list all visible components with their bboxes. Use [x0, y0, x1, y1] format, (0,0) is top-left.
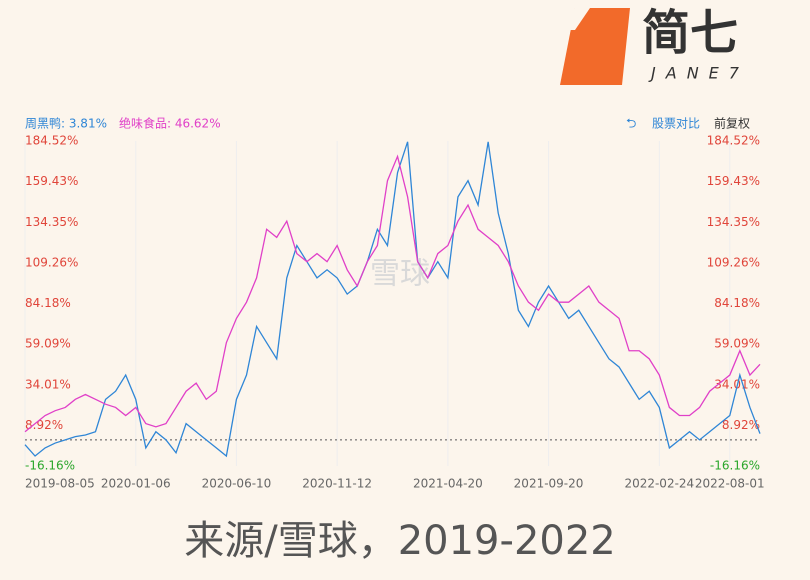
legend-entry: 周黑鸭: 3.81%	[25, 117, 107, 131]
x-tick-label: 2020-11-12	[302, 477, 372, 491]
y-tick-label: 134.35%	[25, 215, 78, 229]
y-tick-label: 184.52%	[25, 134, 78, 148]
caption: 来源/雪球，2019-2022	[184, 518, 616, 564]
y-tick-label: 34.01%	[25, 377, 71, 391]
x-tick-label: 2019-08-05	[25, 477, 95, 491]
watermark: 雪球	[370, 257, 430, 292]
x-tick-label: 2022-02-24	[624, 477, 694, 491]
series-line	[24, 154, 761, 433]
y2-tick-label: 8.92%	[722, 418, 760, 432]
x-tick-label: 2020-06-10	[202, 477, 272, 491]
y-tick-label: 8.92%	[25, 418, 63, 432]
y-tick-label: -16.16%	[25, 459, 75, 473]
logo-cut	[560, 8, 590, 30]
x-tick-label: 2021-04-20	[413, 477, 483, 491]
logo-mark	[560, 8, 630, 85]
y-tick-label: 84.18%	[25, 296, 71, 310]
x-tick-label: 2020-01-06	[101, 477, 171, 491]
y2-tick-label: 159.43%	[707, 174, 760, 188]
x-tick-label: 2021-09-20	[514, 477, 584, 491]
logo-sub: JANE7	[648, 64, 749, 83]
x-tick-label: 2022-08-01	[695, 477, 765, 491]
logo-text: 简七	[642, 5, 738, 61]
y2-tick-label: 184.52%	[707, 134, 760, 148]
legend-entry: 绝味食品: 46.62%	[119, 116, 221, 131]
y2-tick-label: 59.09%	[714, 337, 760, 351]
y2-tick-label: -16.16%	[710, 459, 760, 473]
compare-icon[interactable]: ⮌	[626, 117, 636, 132]
y2-tick-label: 84.18%	[714, 296, 760, 310]
compare-button[interactable]: 股票对比	[652, 117, 700, 131]
y-tick-label: 59.09%	[25, 337, 71, 351]
series-line	[24, 141, 761, 458]
y2-tick-label: 134.35%	[707, 215, 760, 229]
y-tick-label: 159.43%	[25, 174, 78, 188]
y2-tick-label: 109.26%	[707, 255, 760, 269]
adjust-button[interactable]: 前复权	[714, 116, 750, 131]
y-tick-label: 109.26%	[25, 255, 78, 269]
